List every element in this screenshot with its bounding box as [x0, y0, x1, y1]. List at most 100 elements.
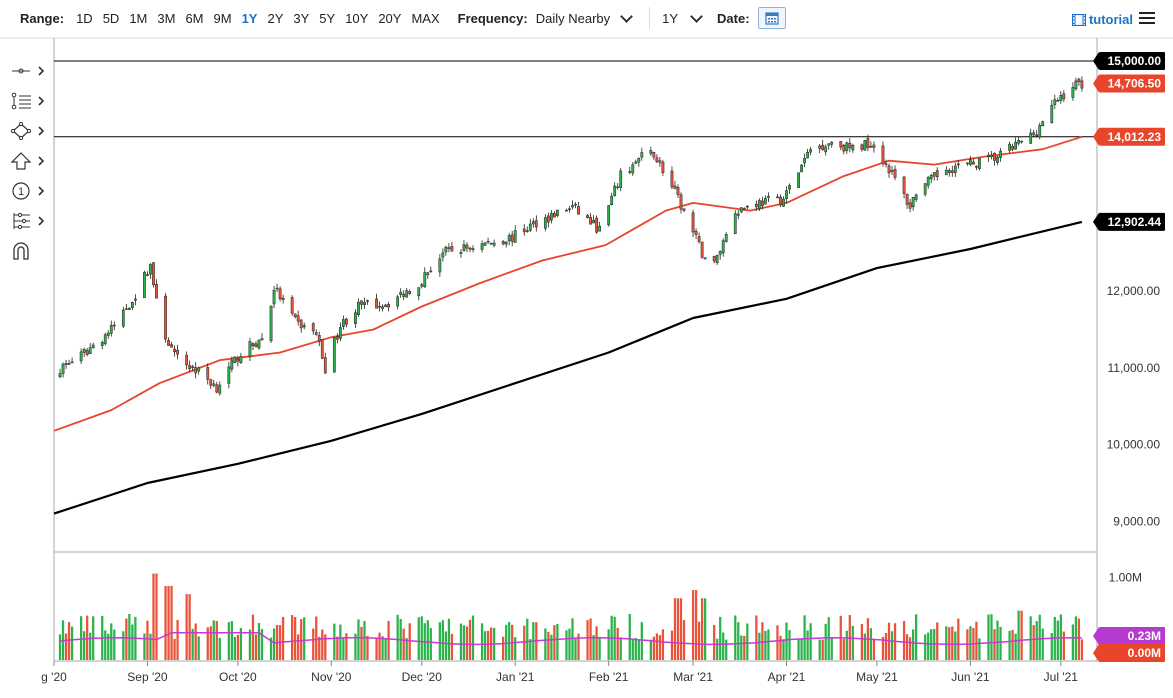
volume-bar [806, 630, 809, 660]
range-button-5d[interactable]: 5D [102, 10, 120, 26]
magnet-tool[interactable] [10, 236, 50, 266]
volume-bar [649, 639, 652, 660]
candle-body [459, 251, 463, 254]
volume-bar [426, 620, 429, 660]
volume-bar [1011, 629, 1014, 660]
range-button-3m[interactable]: 3M [157, 10, 176, 26]
arrow-tool[interactable] [10, 146, 50, 176]
candle-body [402, 293, 406, 297]
volume-bar [851, 625, 854, 660]
price-candles [58, 76, 1084, 396]
candle-body [269, 305, 273, 342]
volume-bar [128, 614, 131, 660]
volume-bar [384, 638, 387, 660]
candle-body [673, 185, 677, 189]
volume-bar [890, 631, 894, 660]
candle-body [507, 235, 511, 241]
volume-bar [206, 627, 209, 660]
candle-body [631, 164, 635, 174]
x-tick-label: Jun '21 [951, 670, 990, 684]
candle-body [724, 234, 728, 242]
range-button-max[interactable]: MAX [411, 10, 440, 26]
candle-body [275, 287, 279, 290]
candle-body [281, 297, 285, 300]
volume-bar [345, 633, 348, 660]
period-dropdown[interactable]: 1Y [660, 9, 709, 26]
candle-body [999, 150, 1002, 158]
candle-body [640, 152, 644, 158]
fibonacci-tool[interactable] [10, 86, 50, 116]
candle-body [67, 363, 71, 365]
candle-body [64, 363, 68, 365]
volume-bar [990, 614, 993, 660]
price-badge-pointer [1093, 212, 1099, 231]
tutorial-link[interactable]: tutorial [1071, 12, 1133, 27]
volume-bar [502, 636, 505, 660]
candle-body [890, 170, 894, 172]
candle-body [1056, 99, 1060, 102]
candle-body [866, 138, 870, 148]
volume-bar [682, 620, 686, 660]
range-button-5y[interactable]: 5Y [319, 10, 336, 26]
volume-bar [239, 628, 243, 660]
candle-body [721, 240, 725, 254]
volume-bar [272, 628, 276, 660]
candle-body [450, 246, 454, 252]
volume-bar [67, 622, 71, 660]
volume-bar [725, 639, 728, 660]
menu-icon[interactable] [1139, 12, 1155, 25]
crosshair-tool[interactable] [10, 56, 50, 86]
volume-bar [574, 638, 577, 660]
price-badge-box [1099, 127, 1165, 146]
volume-bar [869, 628, 873, 660]
range-button-9m[interactable]: 9M [213, 10, 232, 26]
range-button-1m[interactable]: 1M [129, 10, 148, 26]
date-picker-button[interactable] [757, 7, 786, 29]
range-button-2y[interactable]: 2Y [267, 10, 284, 26]
range-button-1y[interactable]: 1Y [241, 10, 258, 26]
candle-body [528, 223, 532, 231]
range-button-3y[interactable]: 3Y [293, 10, 310, 26]
candle-body [806, 151, 809, 159]
magnet-tool-icon [13, 242, 29, 260]
volume-bar [173, 638, 176, 660]
candle-body [884, 163, 888, 165]
volume-bar [215, 621, 218, 660]
range-button-10y[interactable]: 10Y [345, 10, 369, 26]
candle-body [85, 349, 89, 355]
candle-body [872, 144, 876, 148]
volume-bar [164, 585, 167, 660]
candle-body [932, 172, 936, 177]
frequency-dropdown[interactable]: Daily Nearby [536, 9, 639, 26]
volume-bar [408, 623, 411, 660]
candle-body [360, 300, 363, 305]
range-button-1d[interactable]: 1D [76, 10, 93, 26]
candle-body [396, 296, 400, 307]
candle-body [429, 270, 433, 273]
volume-bar [547, 631, 550, 660]
candle-body [628, 171, 632, 173]
volume-bar [776, 625, 779, 660]
volume-bar [260, 629, 264, 660]
x-tick-label: Dec '20 [402, 670, 443, 684]
candle-body [839, 141, 843, 148]
candle-body [510, 234, 514, 242]
candle-body [676, 187, 680, 195]
candle-body [290, 297, 294, 314]
shapes-tool[interactable] [10, 116, 50, 146]
volume-bar [1041, 628, 1044, 660]
range-button-6m[interactable]: 6M [185, 10, 204, 26]
pitchfork-tool[interactable] [10, 206, 50, 236]
range-button-20y[interactable]: 20Y [378, 10, 402, 26]
candle-body [869, 145, 873, 148]
candle-body [592, 220, 595, 224]
candle-body [378, 305, 381, 308]
volume-bar [586, 620, 589, 660]
candle-body [88, 347, 92, 354]
volume-bar [438, 622, 441, 660]
label-tool[interactable]: 1 [10, 176, 50, 206]
volume-bar [860, 623, 864, 660]
candle-body [1017, 139, 1021, 144]
candle-body [969, 159, 972, 165]
